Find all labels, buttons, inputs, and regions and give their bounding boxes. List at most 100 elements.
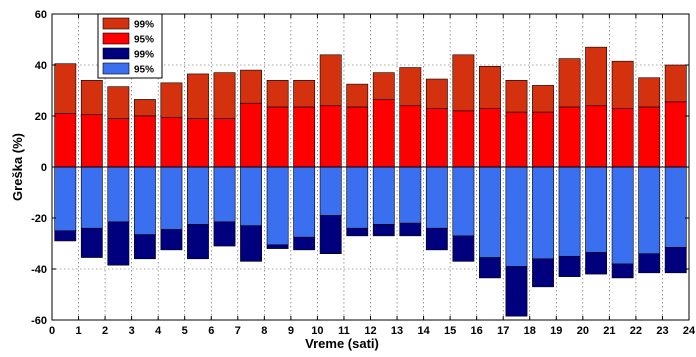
x-tick-label: 23: [656, 325, 668, 337]
bar-segment-0: [425, 78, 448, 109]
legend-swatch: [102, 32, 130, 45]
bar-segment-3: [611, 166, 634, 265]
x-tick-label: 24: [683, 325, 696, 337]
bar-segment-2: [505, 266, 528, 317]
bar-segment-1: [558, 106, 581, 168]
bar-segment-2: [585, 252, 608, 275]
y-tick-label: -40: [31, 264, 47, 276]
legend-swatch: [102, 62, 130, 75]
bar-segment-0: [80, 80, 103, 116]
bar-segment-1: [293, 106, 316, 168]
bar-segment-0: [107, 86, 130, 119]
bar-segment-0: [611, 60, 634, 109]
bar-segment-0: [638, 77, 661, 108]
x-tick-label: 16: [471, 325, 483, 337]
bar-segment-3: [133, 166, 156, 235]
bar-segment-0: [319, 54, 342, 107]
bar-segment-3: [558, 166, 581, 257]
legend-label: 95%: [134, 65, 154, 76]
bar-segment-1: [133, 115, 156, 168]
bar-segment-0: [664, 64, 687, 103]
x-tick-label: 20: [577, 325, 589, 337]
x-tick-label: 4: [155, 325, 162, 337]
legend-swatch: [102, 47, 130, 60]
bar-segment-1: [346, 106, 369, 168]
bar-segment-3: [160, 166, 183, 230]
bar-segment-3: [293, 166, 316, 238]
bar-segment-0: [479, 65, 501, 109]
bar-segment-1: [399, 105, 422, 168]
bar-segment-2: [187, 224, 209, 260]
bar-segment-0: [133, 99, 156, 117]
bar-segment-3: [80, 166, 103, 229]
bar-segment-1: [611, 108, 634, 168]
bar-segment-3: [479, 166, 501, 258]
bar-segment-2: [452, 235, 475, 262]
bar-segment-3: [505, 166, 528, 267]
bar-segment-2: [479, 257, 501, 279]
bar-segment-2: [80, 227, 103, 258]
bar-segment-2: [611, 263, 634, 279]
bar-segment-0: [505, 80, 528, 113]
x-tick-label: 22: [630, 325, 642, 337]
bar-segment-3: [346, 166, 369, 229]
bar-segment-2: [425, 227, 448, 251]
bar-segment-0: [54, 63, 77, 114]
legend-swatch: [102, 17, 130, 30]
legend-label: 95%: [134, 35, 154, 46]
bar-segment-1: [319, 105, 342, 168]
ticks-layer: 0 1 2 3 4 5 6 7 8 9 10 11 12 13 14 15 16 17 18 19 20 21 22 23 24…: [31, 9, 696, 337]
y-tick-label: 60: [35, 9, 47, 21]
y-tick-label: -20: [31, 213, 47, 225]
x-tick-label: 10: [311, 325, 323, 337]
x-tick-label: 11: [338, 325, 350, 337]
bar-segment-1: [452, 110, 475, 168]
bars-layer: [54, 46, 687, 317]
bar-segment-2: [638, 253, 661, 274]
x-tick-label: 17: [497, 325, 509, 337]
y-axis-label: Greška (%): [10, 133, 25, 201]
y-tick-label: 40: [35, 60, 47, 72]
bar-segment-1: [80, 114, 103, 168]
bar-segment-0: [266, 80, 289, 108]
x-tick-label: 9: [288, 325, 294, 337]
bar-segment-3: [425, 166, 448, 229]
legend-label: 99%: [134, 50, 154, 61]
bar-segment-1: [107, 118, 130, 168]
bar-segment-2: [107, 221, 130, 266]
bar-segment-0: [372, 72, 395, 100]
bar-segment-0: [452, 54, 475, 112]
x-tick-label: 7: [235, 325, 241, 337]
bar-segment-3: [266, 166, 289, 246]
bar-segment-0: [293, 80, 316, 108]
x-tick-label: 21: [603, 325, 615, 337]
bar-segment-3: [107, 166, 130, 223]
bar-segment-3: [372, 166, 395, 225]
bar-segment-0: [160, 82, 183, 118]
bar-segment-2: [213, 221, 236, 247]
x-tick-label: 6: [208, 325, 214, 337]
bar-segment-3: [187, 166, 209, 225]
bar-segment-0: [585, 46, 608, 107]
x-tick-label: 8: [261, 325, 267, 337]
x-tick-label: 15: [444, 325, 456, 337]
bar-segment-3: [240, 166, 262, 226]
bar-segment-3: [399, 166, 422, 224]
x-tick-label: 18: [524, 325, 536, 337]
bar-segment-2: [133, 234, 156, 260]
bar-segment-1: [532, 111, 554, 168]
y-tick-label: -60: [31, 315, 47, 327]
x-axis-label: Vreme (sati): [305, 336, 379, 351]
bar-segment-2: [399, 222, 422, 237]
x-tick-label: 19: [550, 325, 562, 337]
bar-segment-1: [664, 101, 687, 168]
x-tick-label: 14: [417, 325, 430, 337]
y-tick-label: 0: [41, 162, 47, 174]
x-tick-label: 2: [102, 325, 108, 337]
bar-segment-3: [54, 166, 77, 232]
bar-segment-2: [240, 225, 262, 262]
legend-label: 99%: [134, 20, 154, 31]
bar-segment-3: [638, 166, 661, 254]
bar-segment-1: [54, 113, 77, 168]
